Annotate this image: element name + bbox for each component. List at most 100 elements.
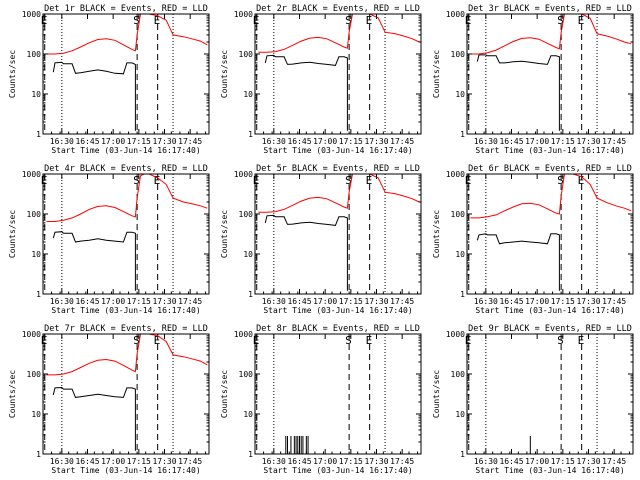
x-tick-label: 17:45 (178, 457, 202, 466)
marker-flag-label: E (578, 174, 585, 187)
y-axis-label: Counts/sec (432, 370, 441, 418)
x-tick-label: 16:30 (474, 137, 498, 146)
x-tick-label: 17:00 (101, 457, 125, 466)
plot-frame (466, 13, 634, 135)
x-tick-label: 16:30 (50, 137, 74, 146)
panel-title: Det 8r BLACK = Events, RED = LLD (256, 324, 420, 334)
lld-series-line (470, 173, 632, 219)
x-tick-label: 17:15 (127, 457, 151, 466)
panel-title: Det 3r BLACK = Events, RED = LLD (468, 4, 632, 14)
x-tick-label: 16:30 (474, 297, 498, 306)
y-tick-label: 1 (36, 450, 41, 459)
x-axis-label: Start Time (03-Jun-14 16:17:40) (475, 306, 624, 315)
x-tick-label: 16:30 (262, 457, 286, 466)
marker-flag-label: S (133, 334, 140, 347)
plot-frame (466, 173, 634, 295)
x-tick-label: 16:45 (287, 137, 311, 146)
x-tick-label: 17:30 (576, 457, 600, 466)
y-tick-label: 10 (31, 250, 41, 259)
x-tick-label: 17:15 (339, 297, 363, 306)
y-tick-label: 10 (243, 250, 253, 259)
y-tick-label: 1000 (234, 10, 253, 19)
y-tick-label: 1000 (234, 170, 253, 179)
plot-frame (42, 173, 210, 295)
events-series-line (264, 54, 348, 131)
events-series-line (52, 61, 136, 131)
plot-frame (42, 333, 210, 455)
marker-flag-label: E (154, 174, 161, 187)
x-tick-label: 17:15 (339, 137, 363, 146)
marker-flag-label: E (154, 334, 161, 347)
x-axis-label: Start Time (03-Jun-14 16:17:40) (51, 146, 200, 155)
y-tick-label: 1 (248, 290, 253, 299)
marker-flag-label: E (578, 334, 585, 347)
x-tick-label: 17:45 (602, 457, 626, 466)
y-tick-label: 1000 (22, 170, 41, 179)
x-axis-label: Start Time (03-Jun-14 16:17:40) (51, 466, 200, 475)
marker-flag-label: S (557, 174, 564, 187)
plot-frame (42, 13, 210, 135)
y-tick-label: 1000 (446, 330, 465, 339)
events-series-line (264, 214, 348, 291)
y-axis-label: Counts/sec (220, 370, 229, 418)
y-tick-label: 100 (239, 210, 254, 219)
y-axis-label: Counts/sec (432, 50, 441, 98)
y-axis-label: Counts/sec (8, 370, 17, 418)
y-axis-label: Counts/sec (220, 210, 229, 258)
marker-flag-label: E (154, 14, 161, 27)
x-tick-label: 17:15 (339, 457, 363, 466)
y-axis-label: Counts/sec (8, 50, 17, 98)
events-series-line (52, 231, 136, 291)
x-tick-label: 16:45 (75, 137, 99, 146)
marker-flag-label: S (133, 14, 140, 27)
x-tick-label: 17:45 (602, 297, 626, 306)
x-tick-label: 17:15 (551, 137, 575, 146)
marker-flag-label: S (133, 174, 140, 187)
x-axis-label: Start Time (03-Jun-14 16:17:40) (263, 146, 412, 155)
y-tick-label: 1 (460, 450, 465, 459)
y-tick-label: 1 (460, 290, 465, 299)
y-tick-label: 1000 (446, 10, 465, 19)
lld-series-line (46, 333, 208, 376)
y-tick-label: 100 (27, 210, 42, 219)
y-tick-label: 10 (455, 410, 465, 419)
x-tick-label: 17:15 (127, 137, 151, 146)
plot-frame (254, 13, 422, 135)
x-tick-label: 16:45 (75, 297, 99, 306)
y-axis-label: Counts/sec (220, 50, 229, 98)
y-tick-label: 1 (460, 130, 465, 139)
lld-series-line (258, 173, 420, 213)
y-tick-label: 100 (27, 50, 42, 59)
x-tick-label: 17:00 (313, 457, 337, 466)
x-tick-label: 17:30 (364, 137, 388, 146)
x-axis-label: Start Time (03-Jun-14 16:17:40) (475, 466, 624, 475)
y-tick-label: 1000 (22, 10, 41, 19)
y-tick-label: 1000 (446, 170, 465, 179)
y-tick-label: 1000 (234, 330, 253, 339)
lld-series-line (46, 13, 208, 55)
y-tick-label: 100 (451, 210, 466, 219)
x-tick-label: 17:00 (313, 137, 337, 146)
x-tick-label: 17:15 (127, 297, 151, 306)
panel-title: Det 7r BLACK = Events, RED = LLD (44, 324, 208, 334)
marker-flag-label: E (366, 14, 373, 27)
y-tick-label: 100 (451, 50, 466, 59)
y-axis-label: Counts/sec (432, 210, 441, 258)
x-tick-label: 17:00 (101, 297, 125, 306)
x-tick-label: 17:00 (525, 297, 549, 306)
marker-flag-label: S (345, 334, 352, 347)
events-series-line (476, 54, 560, 131)
y-tick-label: 100 (451, 370, 466, 379)
x-tick-label: 16:30 (50, 457, 74, 466)
plot-frame (466, 333, 634, 455)
x-tick-label: 17:45 (178, 297, 202, 306)
y-tick-label: 100 (239, 370, 254, 379)
x-tick-label: 17:00 (101, 137, 125, 146)
